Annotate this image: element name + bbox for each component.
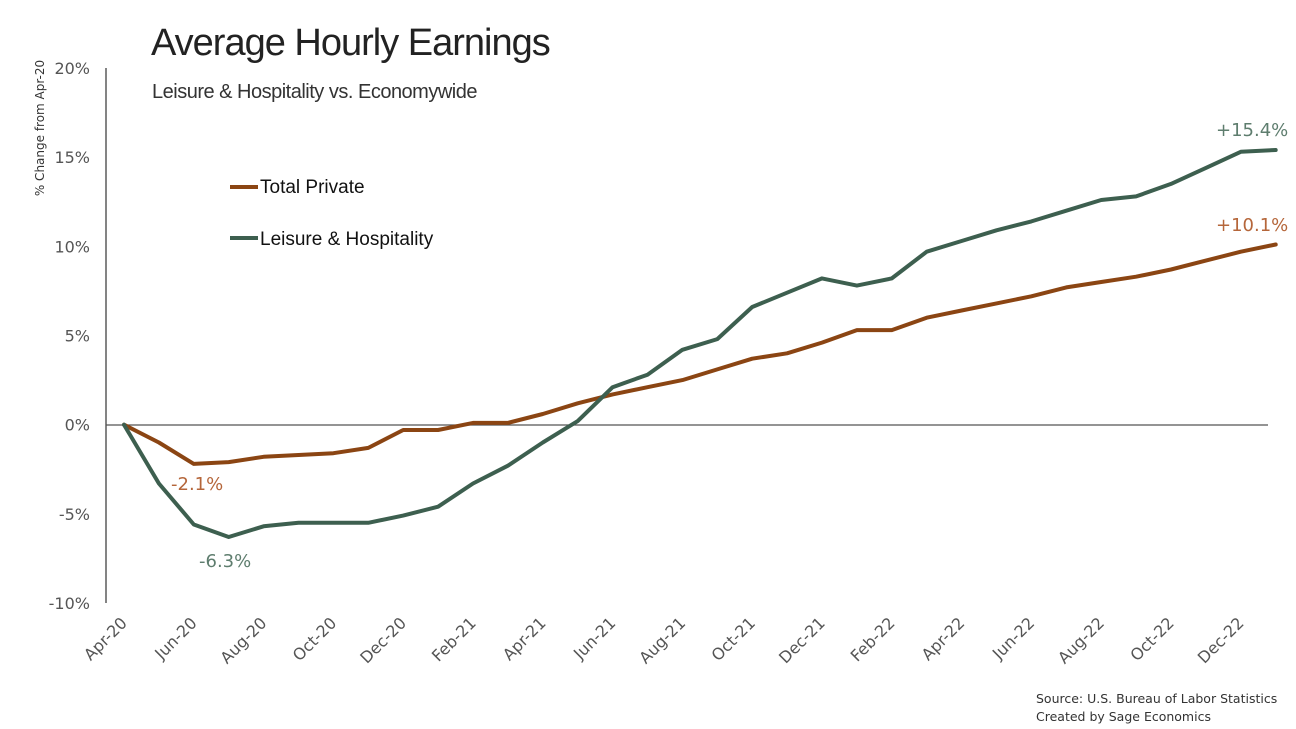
- x-tick-label: Dec-22: [1194, 613, 1248, 667]
- x-tick-label: Apr-20: [80, 613, 131, 664]
- y-axis-label: % Change from Apr-20: [33, 60, 47, 196]
- annotation-leisure-min: -6.3%: [199, 551, 251, 572]
- x-tick-labels: Apr-20 Jun-20 Aug-20 Oct-20 Dec-20 Feb-21 Apr-…: [80, 613, 1248, 667]
- annotation-total-private-end: +10.1%: [1216, 215, 1288, 236]
- annotation-total-private-min: -2.1%: [171, 474, 223, 495]
- chart-subtitle: Leisure & Hospitality vs. Economywide: [152, 81, 477, 103]
- y-tick-label: 20%: [54, 59, 90, 78]
- y-tick-label: 5%: [65, 327, 90, 346]
- x-tick-label: Aug-20: [216, 613, 270, 667]
- series-lines: [122, 148, 1278, 539]
- x-tick-label: Feb-22: [847, 613, 899, 665]
- x-tick-label: Aug-21: [635, 613, 689, 667]
- x-tick-label: Feb-21: [428, 613, 480, 665]
- x-tick-label: Apr-22: [918, 613, 969, 664]
- x-tick-label: Apr-21: [499, 613, 550, 664]
- source-line-2: Created by Sage Economics: [1036, 709, 1211, 724]
- y-tick-label: 15%: [54, 148, 90, 167]
- annotation-leisure-end: +15.4%: [1216, 120, 1288, 141]
- y-tick-label: -5%: [59, 505, 90, 524]
- legend: Total Private Leisure & Hospitality: [230, 177, 434, 250]
- legend-label-leisure-hospitality: Leisure & Hospitality: [260, 229, 434, 250]
- y-tick-label: 10%: [54, 237, 90, 256]
- x-tick-label: Dec-21: [775, 613, 829, 667]
- y-tick-labels: -10% -5% 0% 5% 10% 15% 20%: [49, 59, 90, 613]
- x-tick-label: Jun-22: [988, 613, 1038, 663]
- series-line-leisure-hospitality: [122, 148, 1278, 539]
- x-tick-label: Jun-21: [569, 613, 619, 663]
- x-tick-label: Oct-20: [289, 613, 340, 664]
- chart-title: Average Hourly Earnings: [151, 22, 550, 64]
- x-tick-label: Aug-22: [1054, 613, 1108, 667]
- x-tick-label: Jun-20: [150, 613, 200, 663]
- x-tick-label: Oct-21: [708, 613, 759, 664]
- y-tick-label: 0%: [65, 416, 90, 435]
- legend-label-total-private: Total Private: [260, 177, 365, 198]
- x-tick-label: Dec-20: [356, 613, 410, 667]
- series-line-total-private: [122, 242, 1278, 466]
- source-line-1: Source: U.S. Bureau of Labor Statistics: [1036, 691, 1277, 706]
- x-tick-label: Oct-22: [1126, 613, 1177, 664]
- y-tick-label: -10%: [49, 594, 90, 613]
